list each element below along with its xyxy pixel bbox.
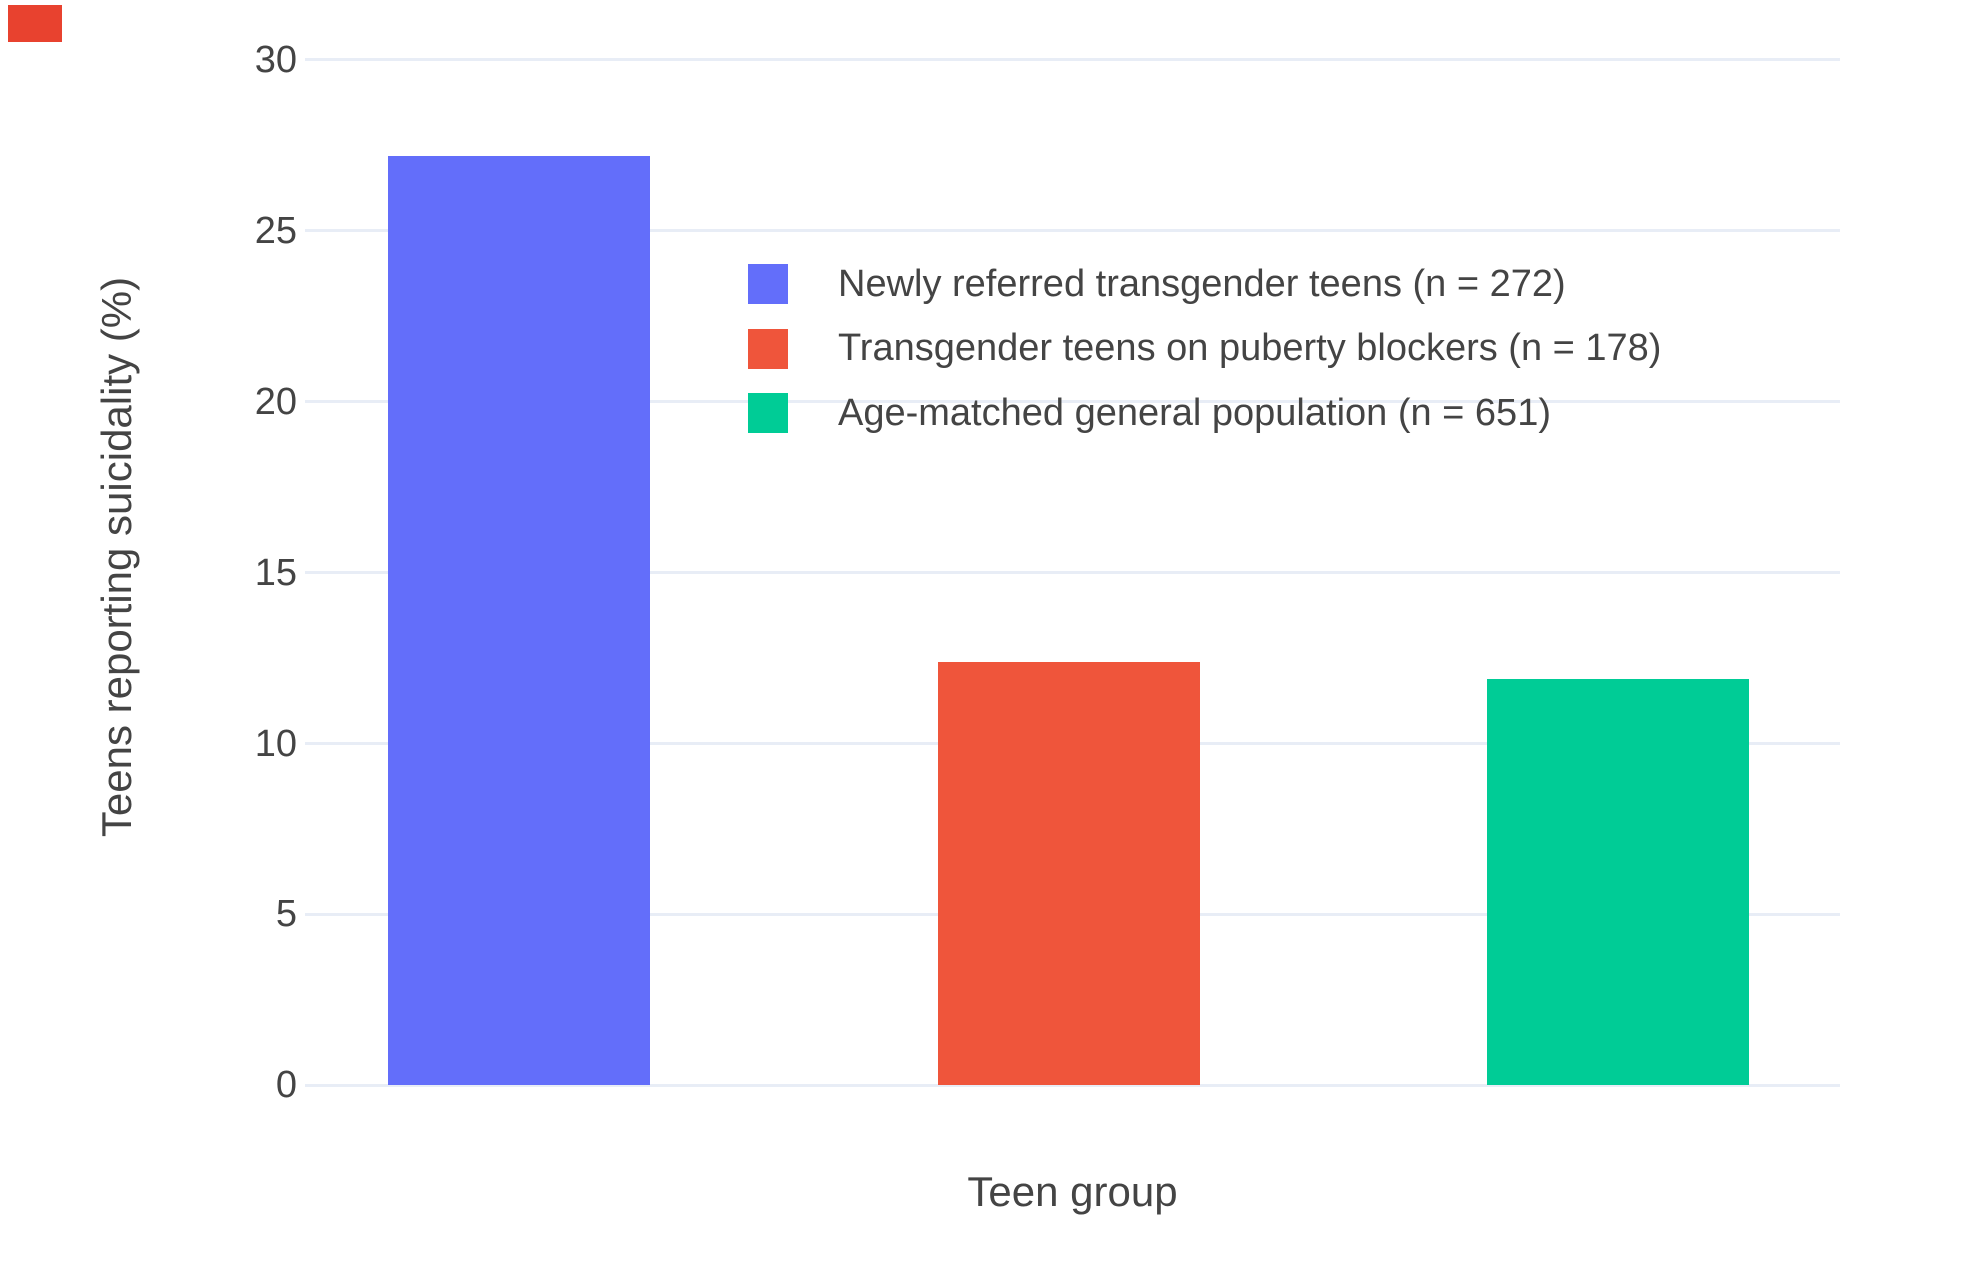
legend-label: Newly referred transgender teens (n = 27…: [838, 262, 1566, 305]
legend-swatch-icon: [748, 328, 788, 369]
y-gridline-30: [305, 58, 1840, 62]
y-axis-title: Teens reporting suicidality (%): [93, 276, 140, 838]
legend-item-2[interactable]: Transgender teens on puberty blockers (n…: [748, 317, 1661, 382]
legend-swatch-icon: [748, 264, 788, 305]
x-axis-title: Teen group: [967, 1168, 1178, 1215]
legend-swatch-icon: [748, 393, 788, 434]
y-gridline-0: [305, 1083, 1840, 1087]
bar-2[interactable]: [938, 661, 1200, 1086]
legend-label: Transgender teens on puberty blockers (n…: [838, 327, 1662, 370]
y-tick-label-20: 20: [254, 380, 297, 423]
legend-label: Age-matched general population (n = 651): [838, 391, 1551, 434]
y-gridline-15: [305, 571, 1840, 575]
y-gridline-25: [305, 229, 1840, 233]
y-tick-label-0: 0: [275, 1064, 297, 1107]
y-tick-label-15: 15: [254, 551, 297, 594]
legend-item-1[interactable]: Newly referred transgender teens (n = 27…: [748, 252, 1661, 317]
bar-1[interactable]: [388, 155, 650, 1086]
y-tick-label-25: 25: [254, 209, 297, 252]
legend: Newly referred transgender teens (n = 27…: [748, 252, 1661, 446]
legend-item-3[interactable]: Age-matched general population (n = 651): [748, 381, 1661, 446]
y-tick-label-10: 10: [254, 722, 297, 765]
y-gridline-20: [305, 400, 1840, 404]
bar-3[interactable]: [1486, 678, 1749, 1086]
y-tick-label-5: 5: [275, 893, 297, 936]
recording-indicator: [8, 5, 62, 42]
y-tick-label-30: 30: [254, 38, 297, 81]
